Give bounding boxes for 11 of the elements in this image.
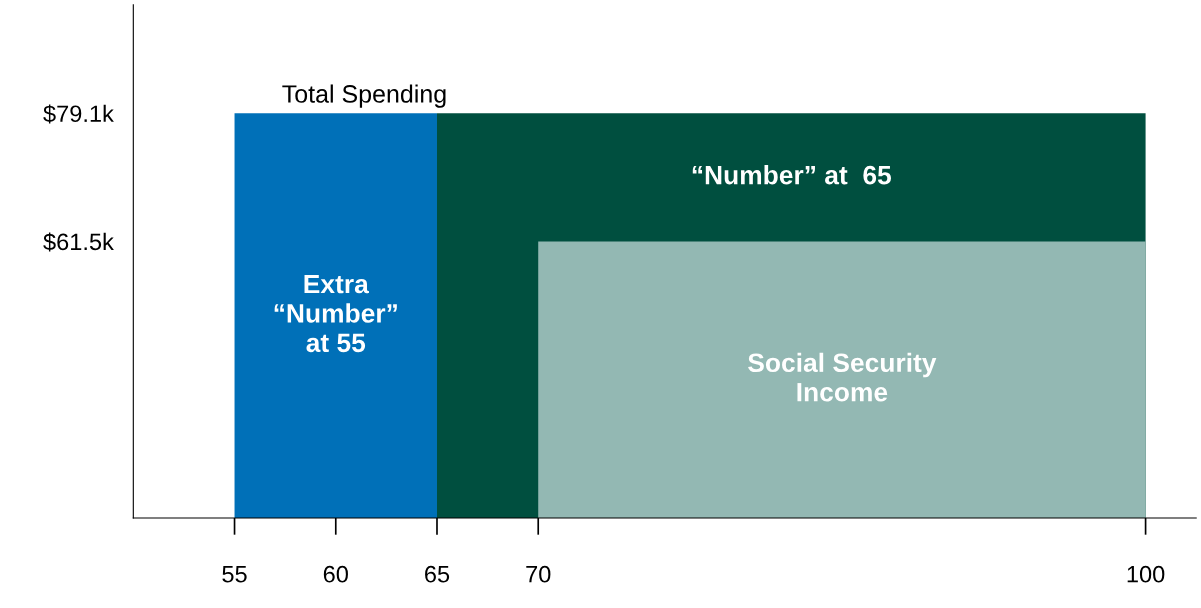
y-tick-label: $61.5k <box>43 232 114 252</box>
x-tick-label: 65 <box>425 565 450 583</box>
x-tick-label: 100 <box>1127 565 1165 583</box>
annotation: Total Spending <box>282 84 446 108</box>
y-tick-label: $79.1k <box>43 104 114 124</box>
x-tick-label: 60 <box>323 565 348 583</box>
series-label: Extra “Number” at 55 <box>274 274 397 353</box>
series-label: “Number” at 65 <box>692 165 892 185</box>
x-tick-label: 70 <box>526 565 551 583</box>
x-tick-label: 55 <box>222 566 247 583</box>
series-label: Social Security Income <box>748 352 937 402</box>
